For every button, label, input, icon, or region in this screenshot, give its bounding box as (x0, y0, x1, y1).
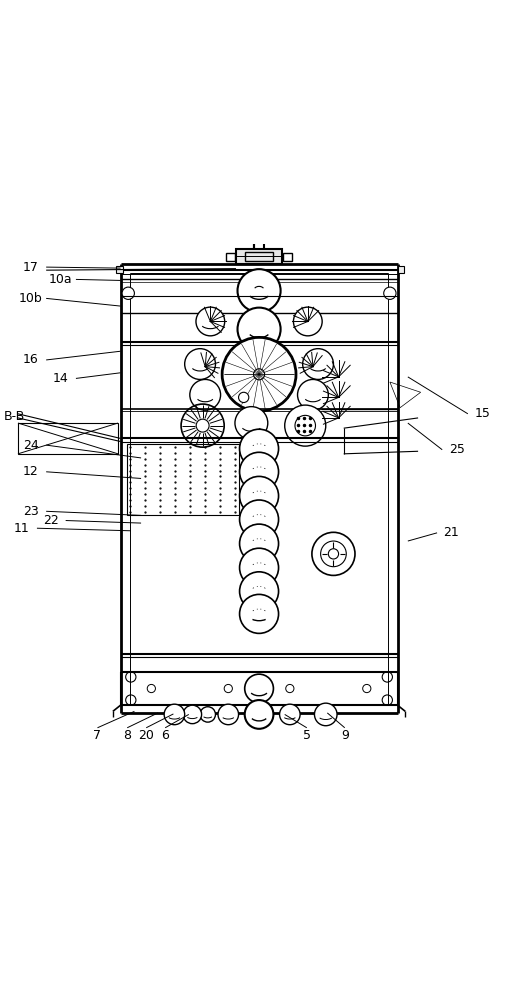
Circle shape (185, 349, 215, 379)
Circle shape (222, 337, 296, 411)
Text: 20: 20 (139, 729, 154, 742)
Circle shape (218, 704, 239, 725)
Circle shape (196, 307, 225, 336)
Circle shape (240, 524, 279, 563)
Circle shape (298, 379, 328, 410)
Circle shape (235, 407, 268, 439)
Text: 17: 17 (23, 261, 38, 274)
Bar (18, 423, 118, 454)
Text: 16: 16 (23, 353, 38, 366)
Circle shape (303, 349, 333, 379)
Circle shape (293, 307, 322, 336)
Circle shape (245, 674, 273, 703)
Circle shape (239, 392, 249, 403)
Text: 15: 15 (475, 407, 490, 420)
Bar (236, 249, 282, 264)
Circle shape (253, 310, 265, 323)
Circle shape (314, 703, 337, 726)
Circle shape (190, 379, 221, 410)
Text: 10b: 10b (19, 292, 43, 305)
Circle shape (240, 429, 279, 468)
Text: 25: 25 (449, 443, 464, 456)
Text: B-B: B-B (4, 410, 25, 423)
Circle shape (312, 532, 355, 575)
Bar (283, 253, 292, 261)
Bar (127, 444, 239, 515)
Text: 24: 24 (23, 439, 38, 452)
Circle shape (238, 269, 281, 312)
Circle shape (240, 594, 279, 633)
Bar (226, 253, 235, 261)
Text: 9: 9 (341, 729, 349, 742)
Circle shape (240, 548, 279, 587)
Text: 11: 11 (14, 522, 29, 535)
Circle shape (240, 476, 279, 515)
Circle shape (164, 704, 185, 725)
Circle shape (240, 500, 279, 539)
Bar (245, 252, 273, 261)
Circle shape (183, 705, 202, 724)
Text: 12: 12 (23, 465, 38, 478)
Text: 6: 6 (161, 729, 169, 742)
Circle shape (122, 287, 134, 299)
Text: 5: 5 (303, 729, 311, 742)
Text: 8: 8 (123, 729, 131, 742)
Circle shape (238, 308, 281, 351)
Circle shape (200, 707, 215, 722)
Text: 21: 21 (444, 526, 459, 539)
Polygon shape (390, 382, 421, 408)
Text: 14: 14 (53, 372, 68, 385)
Circle shape (285, 405, 326, 446)
Text: 7: 7 (93, 729, 102, 742)
Circle shape (384, 287, 396, 299)
Circle shape (245, 700, 273, 729)
Circle shape (240, 572, 279, 611)
Circle shape (240, 452, 279, 491)
Text: 10a: 10a (49, 273, 72, 286)
Circle shape (280, 704, 300, 725)
Bar (398, 266, 404, 273)
Bar (116, 266, 123, 273)
Text: 23: 23 (23, 505, 38, 518)
Text: 22: 22 (44, 514, 59, 527)
